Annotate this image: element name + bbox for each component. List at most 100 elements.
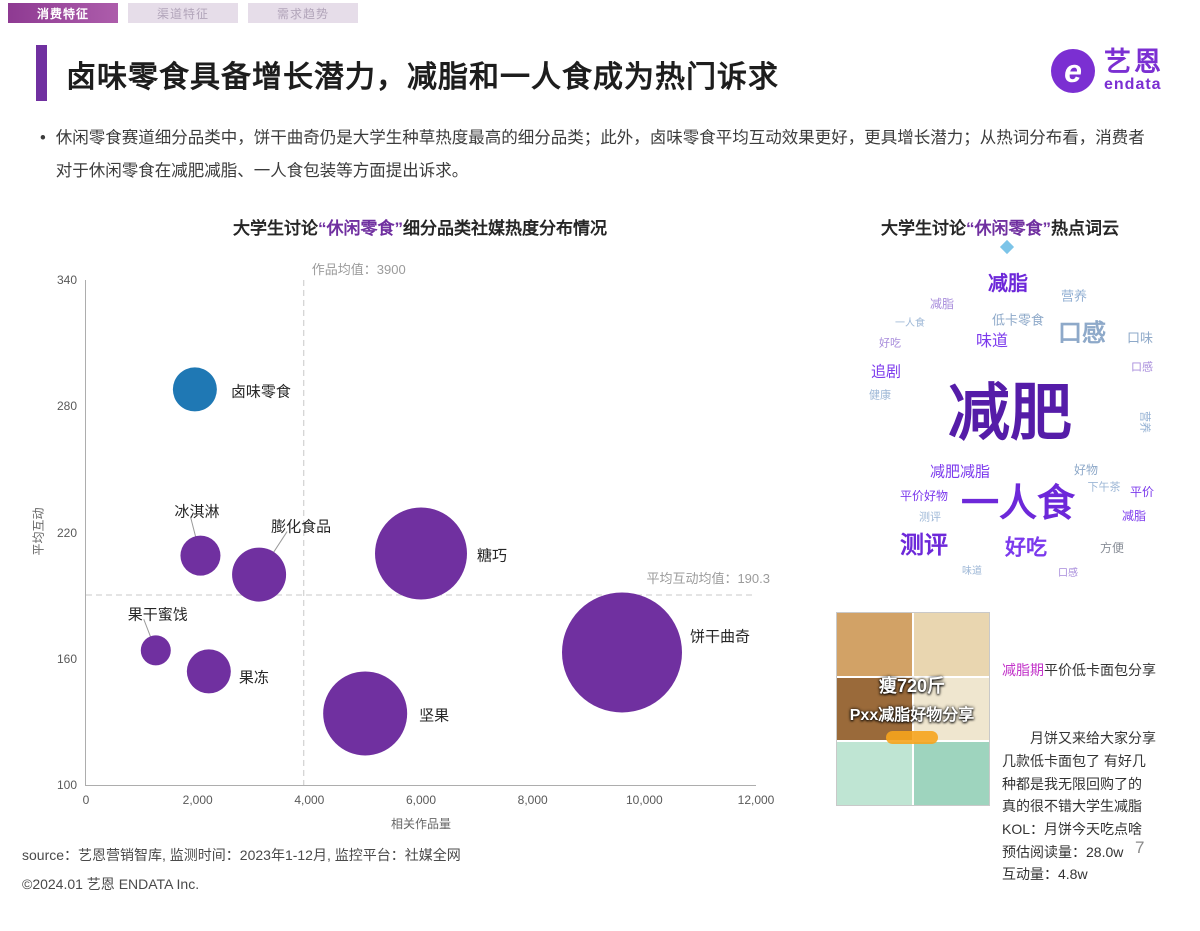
bubble-label: 果冻 [239, 668, 269, 686]
word-cloud: 减脂 营养 减脂 低卡零食 一人食 好吃 口感 味道 口味 追剧 健康 口感 减肥 营养 减肥减脂 好物 下午茶… [850, 239, 1160, 596]
logo-cn-text: 艺恩 [1104, 47, 1164, 77]
wordcloud-title: 大学生讨论“休闲零食”热点词云 [828, 214, 1172, 239]
x-axis-title: 相关作品量 [390, 817, 452, 831]
kol-overlay-line2: Pxx减脂好物分享 [849, 707, 975, 724]
cloud-word: 好物 [1073, 463, 1099, 477]
collage-cell [914, 677, 989, 741]
cloud-word: 平价好物 [899, 489, 949, 503]
y-tick-label: 220 [56, 525, 77, 540]
cloud-word: 减脂 [988, 273, 1028, 295]
logo-en-text: endata [1104, 76, 1162, 94]
kol-text-line: 种都是我无限回购了的 [1002, 775, 1142, 792]
cloud-word: 味道 [962, 566, 982, 577]
cloud-word: 健康 [869, 389, 891, 402]
mean-y-label: 平均互动均值：190.3 [646, 570, 770, 586]
y-axis-title: 平均互动 [31, 507, 46, 556]
bubble-chart: 平均互动 作品均值：3900 平均互动均值：190.3 100 160 220 280… [32, 255, 785, 831]
copyright-note: ©2024.01 艺恩 ENDATA Inc. [22, 876, 200, 892]
kol-image-overlay: 瘦720斤 Pxx减脂好物分享 [836, 612, 988, 804]
collage-cell [837, 742, 912, 805]
collage-cell [914, 613, 989, 676]
source-note: source：艺恩营销智库, 监测时间：2023年1-12月, 监控平台：社媒全… [22, 847, 461, 863]
bubble [180, 535, 221, 576]
bubble [232, 547, 287, 602]
collage-cell [837, 677, 912, 741]
chart-title-highlight: “休闲零食” [318, 219, 403, 238]
y-tick-label: 100 [56, 778, 77, 792]
y-tick-label: 340 [56, 273, 77, 287]
cloud-word: 减脂 [929, 297, 955, 311]
cloud-word: 好吃 [879, 337, 901, 350]
kol-overlay-line1: 瘦720斤 [878, 676, 946, 696]
bubble-label: 卤味零食 [231, 383, 291, 400]
kol-post-card: 瘦720斤 Pxx减脂好物分享 减脂期平价低卡面包分享 月饼又来给大家分享 几款低… [836, 612, 1168, 882]
x-tick-label: 0 [82, 793, 90, 807]
title-accent-bar [36, 45, 47, 101]
bubble-label: 饼干曲奇 [690, 628, 750, 645]
cloud-word: 口感 [1131, 361, 1153, 374]
sparkle-icon [999, 239, 1015, 255]
x-tick-label: 10,000 [625, 793, 663, 807]
cloud-word: 减脂 [1121, 509, 1147, 523]
bubble-label: 糖巧 [477, 548, 507, 565]
cloud-word: 一人食 [960, 483, 1076, 525]
tab-bar: 消费特征 渠道特征 需求趋势 [8, 3, 358, 23]
cloud-title-highlight: “休闲零食” [966, 219, 1051, 238]
cloud-word: 营养 [1060, 288, 1088, 304]
x-tick-label: 2,000 [182, 793, 213, 807]
collage-cell [914, 742, 989, 805]
bubble [140, 635, 171, 666]
cloud-word: 平价 [1129, 485, 1155, 499]
tab-demand-trends[interactable]: 需求趋势 [248, 3, 358, 23]
page-number: 7 [1135, 838, 1145, 857]
tab-channel-traits[interactable]: 渠道特征 [128, 3, 238, 23]
kol-lines: 月饼又来给大家分享 几款低卡面包了 有好几 种都是我无限回购了的 真的很不错大学生减脂… [1002, 727, 1168, 886]
cloud-title-part: 大学生讨论 [881, 219, 966, 238]
bubble-label: 膨化食品 [271, 519, 331, 536]
title-row: 卤味零食具备增长潜力，减脂和一人食成为热门诉求 e 艺恩 endata [36, 42, 1170, 108]
kol-text-line: 减脂期平价低卡面包分享 [1002, 659, 1168, 682]
x-tick-label: 8,000 [517, 793, 548, 807]
chart-title-part: 细分品类社媒热度分布情况 [403, 219, 607, 238]
bubble-label: 冰淇淋 [174, 504, 219, 521]
cloud-word: 减肥减脂 [929, 463, 991, 481]
x-tick-label: 12,000 [737, 793, 775, 807]
tab-consumption-traits[interactable]: 消费特征 [8, 3, 118, 23]
kol-post-image [836, 612, 990, 806]
kol-text-line: 预估阅读量：28.0w [1002, 843, 1124, 860]
kol-lead-rest: 平价低卡面包分享 [1044, 662, 1156, 679]
cloud-word: 减肥 [947, 379, 1073, 448]
kol-text-line: KOL：月饼今天吃点啥 [1002, 821, 1143, 838]
x-tick-label: 4,000 [294, 793, 325, 807]
kol-text-line: 月饼又来给大家分享 [1002, 730, 1156, 747]
kol-text-line: 真的很不错大学生减脂 [1002, 798, 1142, 815]
cloud-word: 味道 [975, 333, 1009, 350]
cloud-word: 口感 [1058, 568, 1078, 579]
endata-logo-text: 艺恩 endata [1104, 48, 1164, 94]
cloud-word: 追剧 [870, 363, 902, 381]
bubble [562, 592, 682, 713]
kol-text-line: 几款低卡面包了 有好几 [1002, 753, 1146, 770]
endata-logo-icon: e [1051, 49, 1095, 94]
intro-bullet-text: 休闲零食赛道细分品类中，饼干曲奇仍是大学生种草热度最高的细分品类；此外，卤味零食… [55, 129, 1145, 180]
mean-x-label: 作品均值：3900 [311, 262, 406, 277]
bubble [172, 367, 217, 412]
y-tick-label: 280 [56, 399, 77, 414]
bubble [375, 507, 467, 600]
kol-note-text: 减脂期平价低卡面包分享 月饼又来给大家分享 几款低卡面包了 有好几 种都是我无限回购… [1002, 614, 1168, 931]
collage-cell [837, 613, 912, 676]
x-tick-label: 6,000 [405, 793, 437, 807]
cloud-word: 下午茶 [1087, 481, 1121, 494]
cloud-word: 口感 [1058, 320, 1106, 347]
bullet-dot: • [40, 129, 46, 147]
cloud-word: 营养 [1138, 411, 1151, 433]
cloud-title-part: 热点词云 [1051, 219, 1119, 238]
plot-area: 作品均值：3900 平均互动均值：190.3 100 160 220 280 340 0… [57, 262, 774, 831]
intro-bullet: • 休闲零食赛道细分品类中，饼干曲奇仍是大学生种草热度最高的细分品类；此外，卤味… [40, 122, 1145, 188]
y-tick-label: 160 [56, 651, 77, 666]
cloud-word: 低卡零食 [991, 312, 1045, 328]
cloud-word: 测评 [919, 511, 941, 524]
kol-highlight: 减脂期 [1002, 662, 1044, 679]
bubble-label: 果干蜜饯 [128, 606, 188, 623]
